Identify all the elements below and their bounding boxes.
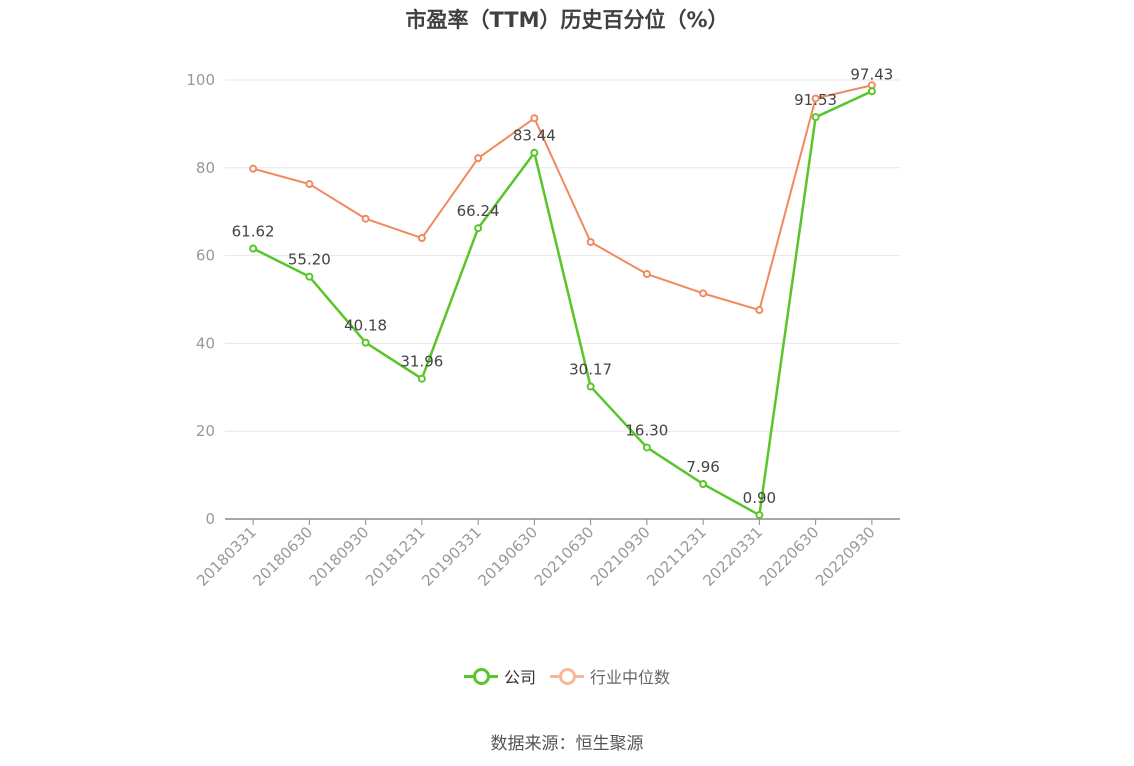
y-tick-label: 100 xyxy=(186,71,215,89)
data-label-company: 0.90 xyxy=(743,489,776,507)
x-tick-label: 20180930 xyxy=(306,523,373,590)
x-tick-label: 20181231 xyxy=(362,523,429,590)
data-label-company: 83.44 xyxy=(513,127,556,145)
legend-swatch-company-icon xyxy=(463,666,498,686)
axes: 0 20 40 60 80 100 2018033120180630201809302018… xyxy=(186,71,900,590)
point-company xyxy=(249,244,258,253)
x-tick-label: 20180331 xyxy=(193,523,260,590)
legend-swatch-industry-median-icon xyxy=(550,666,584,686)
chart-title: 市盈率（TTM）历史百分位（%） xyxy=(405,8,729,32)
x-tick-label: 20180630 xyxy=(249,523,316,590)
point-industry-median xyxy=(417,234,426,243)
grid-lines xyxy=(225,79,900,432)
point-industry-median xyxy=(361,214,370,223)
x-tick-label: 20210630 xyxy=(531,523,598,590)
point-company xyxy=(474,224,483,233)
data-label-company: 55.20 xyxy=(288,251,331,269)
point-company xyxy=(755,511,764,520)
point-industry-median xyxy=(474,154,483,163)
point-industry-median xyxy=(811,94,820,103)
data-label-company: 97.43 xyxy=(850,65,893,83)
point-industry-median xyxy=(586,237,595,246)
point-company xyxy=(642,443,651,452)
x-tick-label: 20210930 xyxy=(587,523,654,590)
point-industry-median xyxy=(530,114,539,123)
point-company xyxy=(811,113,820,122)
legend-item-company[interactable]: 公司 xyxy=(463,664,536,688)
x-tick-label: 20220331 xyxy=(699,523,766,590)
point-company xyxy=(417,374,426,383)
data-label-company: 16.30 xyxy=(625,421,668,439)
series-line-company xyxy=(252,90,873,517)
point-industry-median xyxy=(699,289,708,298)
data-label-company: 66.24 xyxy=(457,202,500,220)
legend-label-company: 公司 xyxy=(503,668,536,687)
data-labels: 61.62 55.20 40.18 31.96 66.24 83.44 30.17 16.30… xyxy=(232,65,894,507)
y-tick-label: 0 xyxy=(205,510,215,528)
data-label-company: 61.62 xyxy=(232,222,275,240)
point-company xyxy=(586,382,595,391)
point-company xyxy=(305,272,314,281)
series-lines xyxy=(249,81,876,520)
data-label-company: 40.18 xyxy=(344,317,387,335)
series-line-industry-median xyxy=(252,84,873,312)
legend: 公司 行业中位数 xyxy=(0,664,1134,688)
point-company xyxy=(361,338,370,347)
x-tick-label: 20190630 xyxy=(474,523,541,590)
y-tick-label: 20 xyxy=(196,422,215,440)
x-tick-label: 20211231 xyxy=(643,523,710,590)
x-tick-label: 20190331 xyxy=(418,523,485,590)
legend-item-industry-median[interactable]: 行业中位数 xyxy=(550,664,670,688)
point-industry-median xyxy=(305,180,314,189)
x-tick-label: 20220630 xyxy=(756,523,823,590)
point-industry-median xyxy=(642,270,651,279)
point-company xyxy=(699,480,708,489)
point-industry-median xyxy=(755,306,764,315)
point-company xyxy=(867,87,876,96)
data-label-company: 31.96 xyxy=(400,353,443,371)
data-label-company: 30.17 xyxy=(569,361,612,379)
point-industry-median xyxy=(249,164,258,173)
legend-label-industry-median: 行业中位数 xyxy=(590,668,671,687)
data-label-company: 91.53 xyxy=(794,91,837,109)
data-label-company: 7.96 xyxy=(686,458,719,476)
y-tick-label: 80 xyxy=(196,159,215,177)
point-company xyxy=(530,148,539,157)
y-tick-label: 60 xyxy=(196,247,215,265)
x-tick-label: 20220930 xyxy=(812,523,879,590)
y-tick-label: 40 xyxy=(196,334,215,352)
data-source-note: 数据来源：恒生聚源 xyxy=(490,734,644,754)
